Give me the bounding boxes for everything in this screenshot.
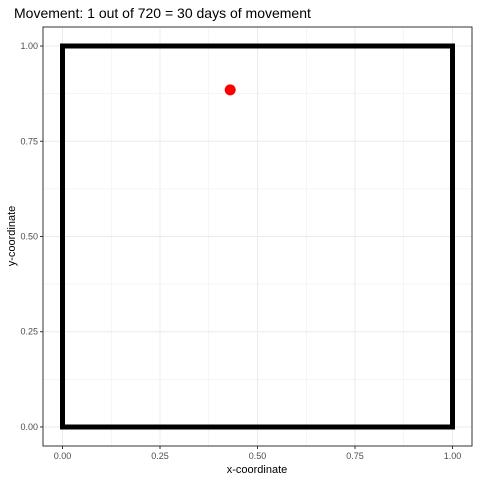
grid-major	[43, 27, 472, 446]
y-axis-title: y-coordinate	[6, 206, 18, 267]
x-tick-label: 0.75	[346, 451, 364, 461]
points	[224, 84, 236, 96]
y-tick-label: 0.25	[20, 327, 38, 337]
x-tick-label: 0.00	[54, 451, 72, 461]
y-axis-ticks: 0.00 0.25 0.50 0.75 1.00	[20, 41, 43, 432]
x-axis-title: x-coordinate	[227, 464, 288, 476]
x-tick-label: 1.00	[444, 451, 462, 461]
y-tick-label: 1.00	[20, 41, 38, 51]
boundary-square	[60, 43, 455, 430]
data-point	[224, 84, 236, 96]
chart-title: Movement: 1 out of 720 = 30 days of move…	[14, 5, 311, 21]
y-tick-label: 0.00	[20, 422, 38, 432]
y-tick-label: 0.50	[20, 232, 38, 242]
x-tick-label: 0.25	[151, 451, 169, 461]
x-tick-label: 0.50	[249, 451, 267, 461]
x-axis-ticks: 0.00 0.25 0.50 0.75 1.00	[54, 446, 462, 461]
y-tick-label: 0.75	[20, 136, 38, 146]
